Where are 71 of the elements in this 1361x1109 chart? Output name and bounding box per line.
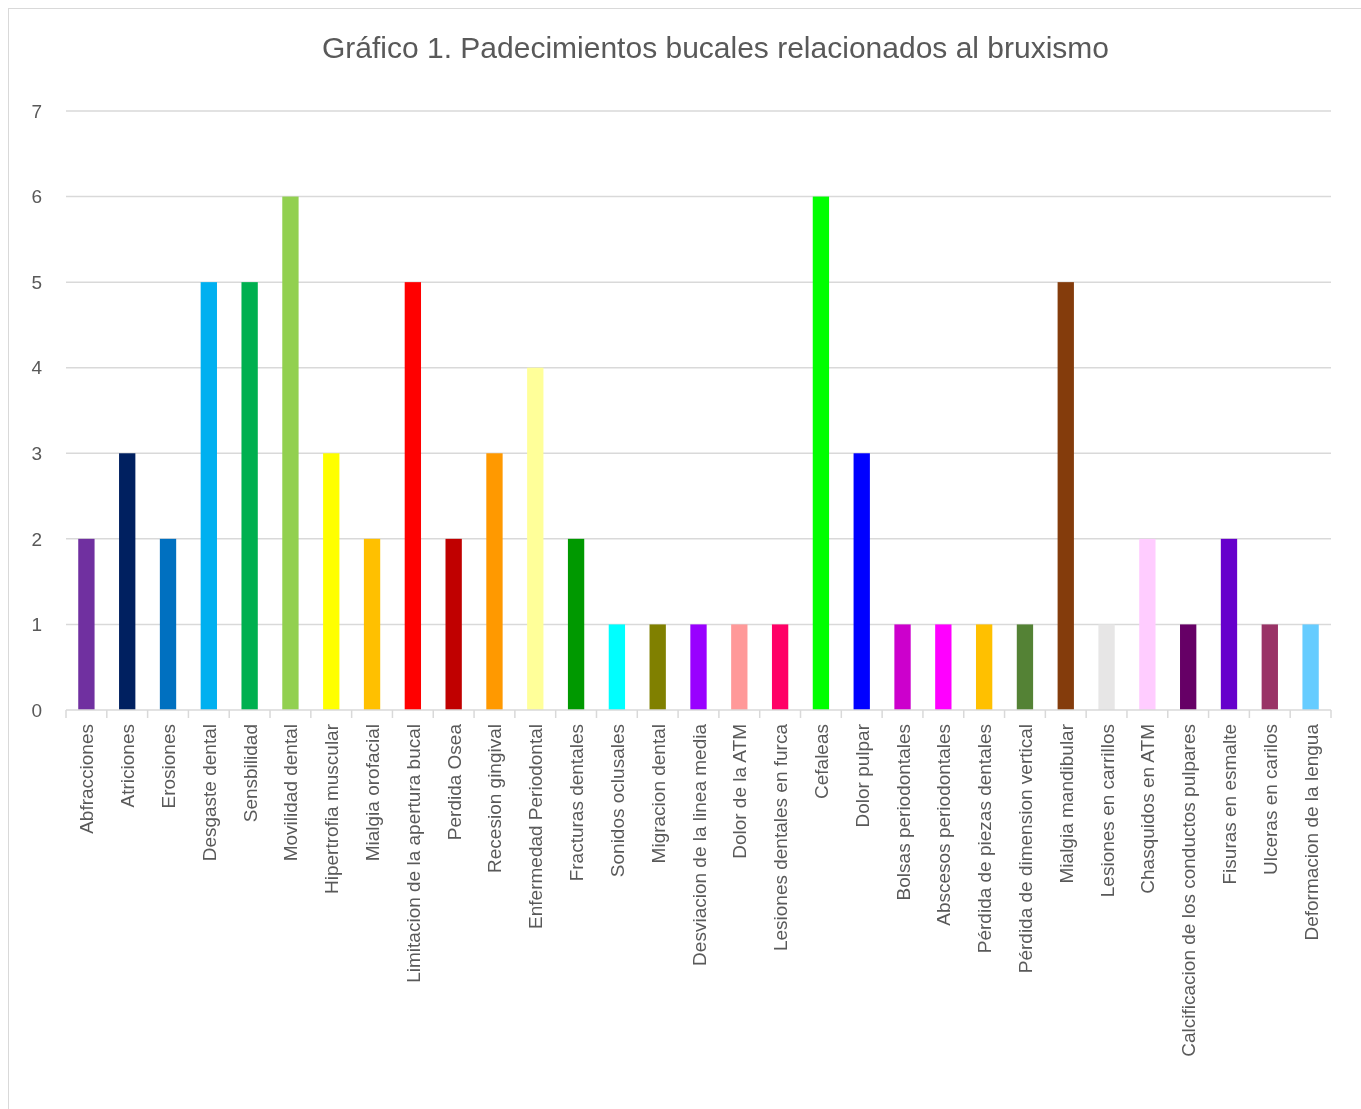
x-tick-label: Fisuras en esmalte xyxy=(1218,724,1240,885)
x-tick-label: Dolor pulpar xyxy=(851,723,873,828)
x-tick-label: Enfermedad Periodontal xyxy=(525,724,547,929)
x-tick-label: Sensbilidad xyxy=(239,724,261,823)
bar xyxy=(771,624,789,710)
bar xyxy=(1057,282,1074,710)
bar xyxy=(159,538,177,710)
x-tick-label: Ulceras en carilos xyxy=(1259,724,1281,875)
x-tick-label: Pérdida de piezas dentales xyxy=(974,724,996,954)
x-tick-label: Limitacion de la apertura bucal xyxy=(402,724,424,983)
x-tick-label: Perdida Osea xyxy=(443,723,465,841)
bar xyxy=(608,624,626,710)
bar xyxy=(363,538,381,710)
bar xyxy=(935,624,952,710)
x-tick-label: Chasquidos en ATM xyxy=(1137,724,1159,894)
y-tick-label: 4 xyxy=(31,357,43,379)
bar xyxy=(731,624,748,710)
y-tick-label: 0 xyxy=(31,699,42,721)
bar xyxy=(1016,624,1034,710)
y-tick-label: 7 xyxy=(31,100,42,122)
bar xyxy=(486,453,503,710)
x-tick-label: Erosiones xyxy=(158,724,180,809)
x-tick-label: Hipertrofia muscular xyxy=(321,723,343,894)
bar xyxy=(527,367,544,710)
y-tick-label: 1 xyxy=(31,614,42,636)
x-tick-label: Sonidos oclusales xyxy=(606,724,628,878)
x-tick-label: Calcificacion de los conductos pulpares xyxy=(1178,724,1200,1057)
y-tick-label: 2 xyxy=(31,528,42,550)
bar xyxy=(241,282,258,710)
x-tick-label: Lesiones dentales en furca xyxy=(770,723,792,952)
y-tick-label: 3 xyxy=(31,442,42,464)
x-tick-label: Mialgia orofacial xyxy=(362,724,384,862)
bar xyxy=(323,453,340,710)
x-tick-label: Mialgia mandibular xyxy=(1055,723,1077,884)
bar xyxy=(200,282,217,710)
x-tick-label: Cefaleas xyxy=(810,724,832,799)
bar xyxy=(445,538,462,710)
bar xyxy=(1098,624,1115,710)
x-tick-label: Desgaste dental xyxy=(198,724,220,862)
bar xyxy=(894,624,911,710)
bar xyxy=(282,196,299,710)
x-tick-label: Abscesos periodontales xyxy=(933,724,955,926)
chart-title: Gráfico 1. Padecimientos bucales relacionados al bruxismo xyxy=(321,31,1110,64)
bar xyxy=(975,624,993,710)
bar xyxy=(1139,538,1156,710)
bar xyxy=(1302,624,1319,710)
x-tick-label: Pérdida de dimension vertical xyxy=(1014,724,1036,974)
bar xyxy=(853,453,870,710)
bar xyxy=(1220,538,1238,710)
bar xyxy=(567,538,585,710)
x-tick-label: Recesion gingival xyxy=(484,724,506,873)
x-tick-label: Movilidad dental xyxy=(280,724,302,862)
bar xyxy=(649,624,666,710)
bar xyxy=(1261,624,1278,710)
y-tick-label: 5 xyxy=(31,271,42,293)
x-tick-label: Deformacion de la lengua xyxy=(1300,723,1322,941)
x-tick-label: Fracturas dentales xyxy=(566,724,588,882)
x-tick-label: Dolor de la ATM xyxy=(729,724,751,859)
bar xyxy=(78,538,95,710)
bar xyxy=(812,196,830,710)
x-tick-label: Migracion dental xyxy=(647,724,669,864)
x-tick-label: Desviacion de la linea media xyxy=(688,723,710,966)
x-tick-label: Atriciones xyxy=(117,724,139,808)
x-tick-label: Lesiones en carrillos xyxy=(1096,724,1118,898)
bar xyxy=(690,624,707,710)
y-tick-label: 6 xyxy=(31,186,42,208)
bar xyxy=(119,453,136,710)
x-tick-label: Bolsas periodontales xyxy=(892,724,914,901)
bar xyxy=(1180,624,1197,710)
bar xyxy=(404,282,422,710)
x-tick-label: Abfracciones xyxy=(76,724,98,834)
